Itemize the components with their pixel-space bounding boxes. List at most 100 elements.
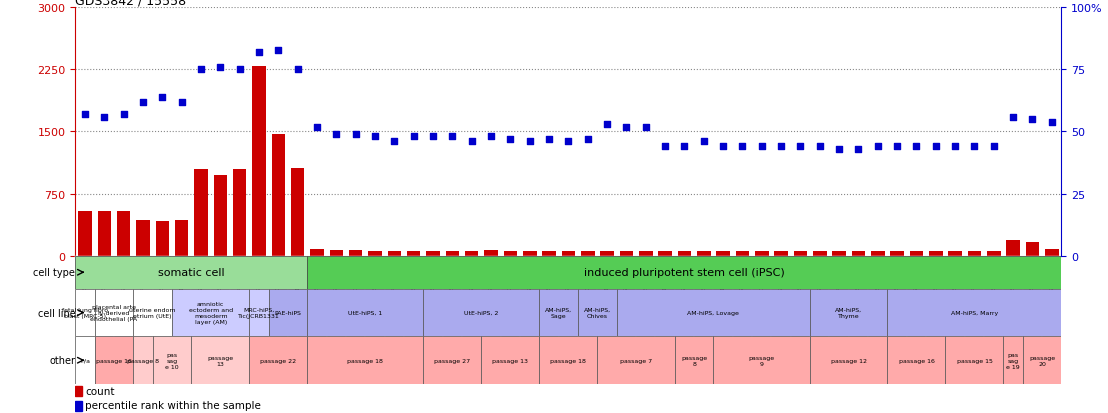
Bar — [849, 256, 868, 350]
Text: placental arte
ry-derived
endothelial (PA: placental arte ry-derived endothelial (P… — [91, 304, 137, 321]
Bar — [114, 256, 133, 350]
Bar — [656, 256, 675, 350]
Bar — [581, 251, 595, 256]
Text: GSM520665: GSM520665 — [82, 285, 88, 322]
Bar — [423, 337, 481, 384]
Bar — [752, 256, 771, 350]
Bar — [1045, 249, 1058, 256]
Point — [850, 146, 868, 153]
Bar — [462, 256, 481, 350]
Point — [676, 144, 694, 150]
Bar — [736, 252, 749, 256]
Point — [907, 144, 925, 150]
Bar — [697, 251, 710, 256]
Bar — [133, 289, 172, 337]
Bar — [172, 256, 192, 350]
Bar — [945, 256, 965, 350]
Bar — [481, 256, 501, 350]
Point — [617, 124, 635, 131]
Point — [1024, 116, 1042, 123]
Bar — [793, 252, 808, 256]
Text: passage 13: passage 13 — [492, 358, 529, 363]
Text: GSM520710: GSM520710 — [507, 285, 513, 322]
Point — [772, 144, 790, 150]
Text: AM-hiPS,
Thyme: AM-hiPS, Thyme — [835, 307, 862, 318]
Bar — [465, 252, 479, 256]
Bar — [291, 169, 305, 256]
Bar — [98, 211, 111, 256]
Bar — [1043, 256, 1061, 350]
Text: GSM520711: GSM520711 — [179, 285, 184, 322]
Text: cell type: cell type — [33, 268, 75, 278]
Bar — [155, 221, 170, 256]
Point — [889, 144, 906, 150]
Bar — [597, 256, 617, 350]
Bar — [965, 256, 984, 350]
Bar — [307, 337, 423, 384]
Point — [424, 134, 442, 140]
Text: GSM520680: GSM520680 — [759, 285, 765, 322]
Point — [192, 67, 209, 74]
Bar — [774, 252, 788, 256]
Text: GSM520701: GSM520701 — [605, 285, 609, 322]
Text: GSM520693: GSM520693 — [218, 284, 223, 322]
Bar — [94, 289, 133, 337]
Point — [76, 112, 94, 118]
Point — [656, 144, 674, 150]
Text: GSM520694: GSM520694 — [237, 284, 243, 322]
Bar — [523, 252, 536, 256]
Bar — [929, 252, 943, 256]
Bar — [388, 252, 401, 256]
Point — [308, 124, 326, 131]
Text: count: count — [85, 386, 114, 396]
Point — [443, 134, 461, 140]
Text: GSM520698: GSM520698 — [546, 285, 552, 322]
Bar — [211, 256, 230, 350]
Text: GSM520714: GSM520714 — [392, 284, 397, 322]
Text: GSM520706: GSM520706 — [1030, 285, 1035, 322]
Point — [328, 131, 346, 138]
Bar — [578, 289, 617, 337]
Bar — [349, 251, 362, 256]
Bar — [540, 289, 578, 337]
Point — [965, 144, 983, 150]
Text: induced pluripotent stem cell (iPSC): induced pluripotent stem cell (iPSC) — [584, 268, 784, 278]
Text: passage 12: passage 12 — [831, 358, 866, 363]
Point — [1043, 119, 1060, 126]
Text: GSM520682: GSM520682 — [740, 285, 745, 322]
Bar — [192, 337, 249, 384]
Bar — [868, 256, 888, 350]
Text: GSM520702: GSM520702 — [624, 284, 629, 322]
Text: GSM520690: GSM520690 — [276, 285, 280, 322]
Point — [154, 94, 172, 101]
Text: GSM520685: GSM520685 — [992, 285, 996, 322]
Bar — [329, 250, 343, 256]
Text: GSM520712: GSM520712 — [527, 284, 532, 322]
Bar — [172, 289, 249, 337]
Text: passage 18: passage 18 — [551, 358, 586, 363]
Bar — [249, 289, 269, 337]
Text: GSM520695: GSM520695 — [431, 285, 435, 322]
Text: GSM520668: GSM520668 — [315, 285, 319, 322]
Bar — [384, 256, 404, 350]
Bar — [504, 251, 517, 256]
Bar — [423, 256, 443, 350]
Bar — [810, 256, 830, 350]
Bar — [520, 256, 540, 350]
Text: GSM520705: GSM520705 — [160, 285, 165, 322]
Bar — [540, 256, 558, 350]
Text: GSM520684: GSM520684 — [972, 285, 977, 322]
Bar — [117, 211, 131, 256]
Text: GSM520704: GSM520704 — [141, 284, 145, 322]
Bar — [366, 256, 384, 350]
Bar — [597, 337, 675, 384]
Point — [230, 67, 248, 74]
Bar — [75, 289, 94, 337]
Bar — [906, 256, 926, 350]
Text: UtE-hiPS, 2: UtE-hiPS, 2 — [464, 310, 499, 316]
Text: uterine endom
etrium (UtE): uterine endom etrium (UtE) — [130, 307, 176, 318]
Text: GSM520672: GSM520672 — [681, 284, 687, 322]
Bar — [714, 337, 810, 384]
Text: fetal lung fibro
blast (MRC-5): fetal lung fibro blast (MRC-5) — [62, 307, 109, 318]
Text: AM-hiPS,
Sage: AM-hiPS, Sage — [545, 307, 573, 318]
